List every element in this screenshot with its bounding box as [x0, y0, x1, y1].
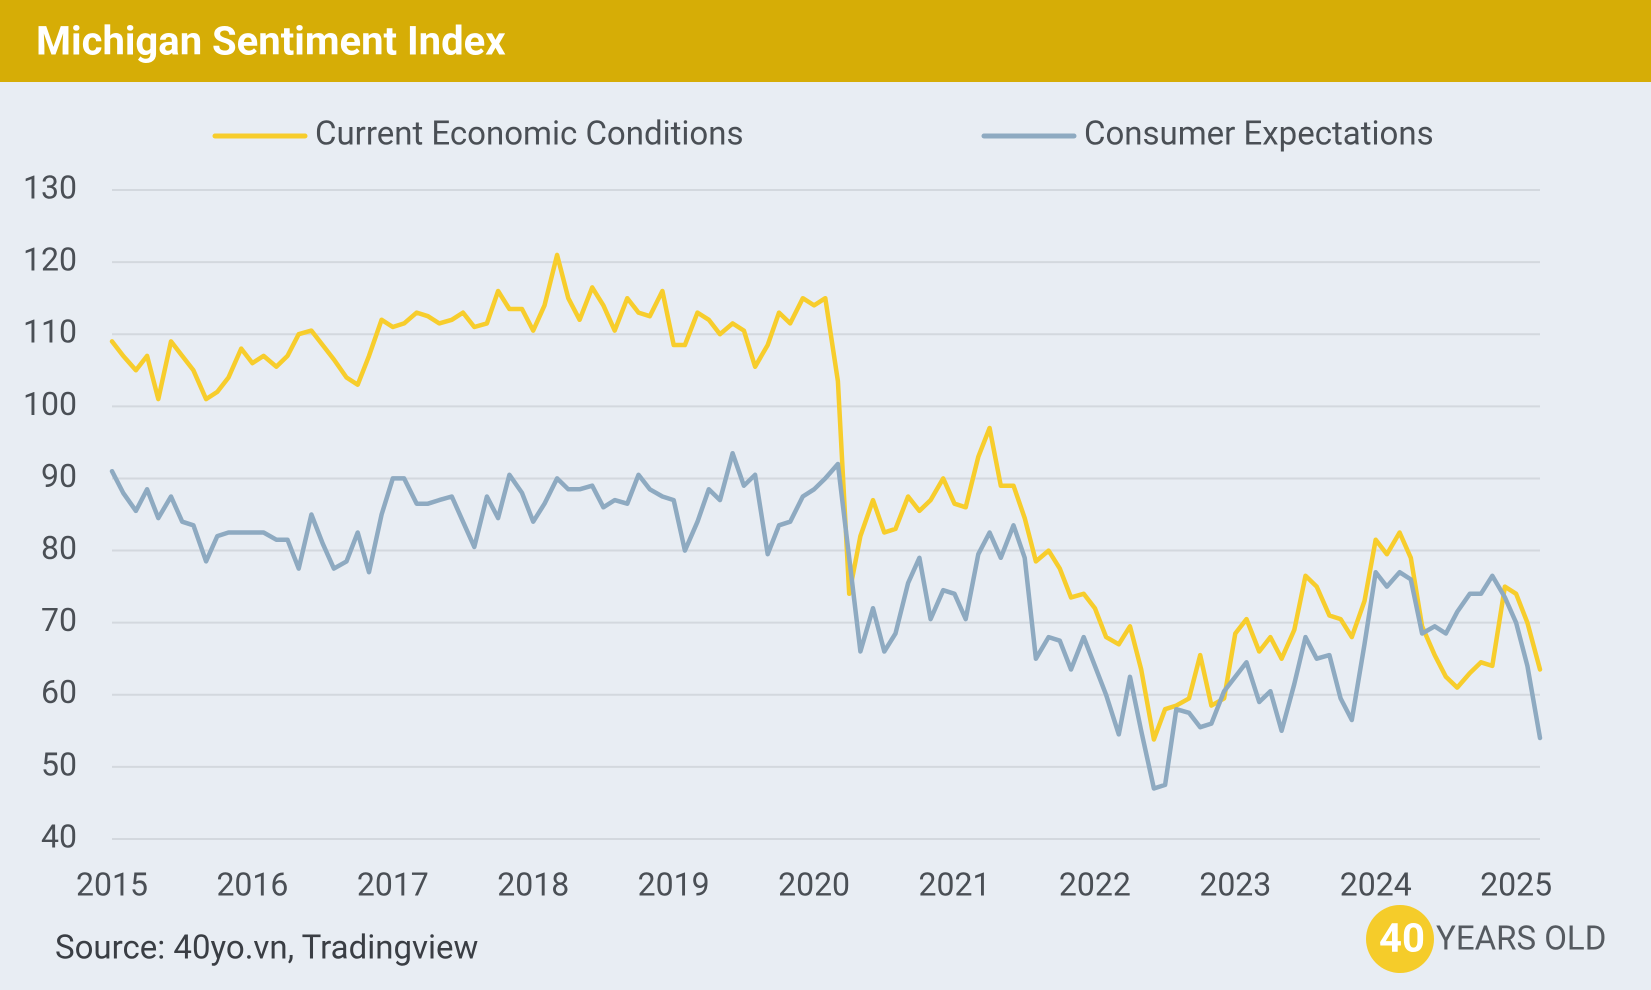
x-tick-label: 2017: [357, 865, 429, 903]
x-tick-label: 2019: [638, 865, 710, 903]
source: Source: 40yo.vn, Tradingview: [55, 929, 479, 968]
y-tick-label: 110: [23, 313, 77, 351]
y-tick-label: 100: [23, 385, 77, 423]
header-bar: [0, 0, 1651, 82]
y-tick-label: 60: [41, 673, 77, 711]
x-tick-label: 2018: [497, 865, 569, 903]
y-tick-label: 50: [41, 745, 77, 783]
series-line: [109, 450, 1543, 791]
x-tick-label: 2016: [216, 865, 288, 903]
logo-text: YEARS OLD: [1436, 920, 1606, 959]
x-tick-label: 2021: [919, 865, 991, 903]
y-tick-label: 90: [41, 457, 77, 495]
x-tick-label: 2024: [1340, 865, 1412, 903]
y-tick-label: 80: [41, 529, 77, 567]
legend-label: Consumer Expectations: [1084, 115, 1434, 154]
legend-label: Current Economic Conditions: [315, 115, 744, 154]
y-tick-label: 130: [23, 168, 77, 206]
y-tick-label: 120: [23, 241, 77, 279]
x-tick-label: 2025: [1480, 865, 1552, 903]
series-line: [109, 252, 1543, 742]
x-tick-label: 2015: [76, 865, 148, 903]
logo-number: 40: [1379, 915, 1425, 962]
logo-circle: [1366, 905, 1434, 973]
x-tick-label: 2020: [778, 865, 850, 903]
chart-title: Michigan Sentiment Index: [36, 18, 506, 65]
x-tick-label: 2023: [1199, 865, 1271, 903]
y-tick-label: 70: [41, 601, 77, 639]
y-tick-label: 40: [41, 817, 77, 855]
x-tick-label: 2022: [1059, 865, 1131, 903]
